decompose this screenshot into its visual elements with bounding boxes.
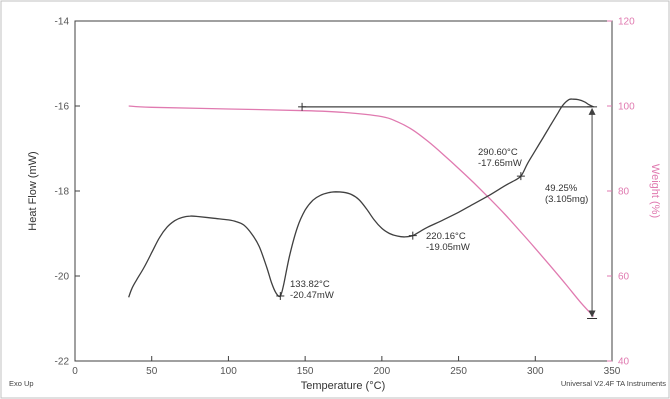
step-end-marks	[587, 106, 598, 319]
peak3-temp-label: 290.60°C	[478, 147, 518, 158]
plot-frame	[74, 20, 613, 362]
y-tick-label: -14	[55, 17, 70, 28]
peak2-temp-label: 220.16°C	[426, 231, 466, 242]
weight-loss-mass-label: (3.105mg)	[545, 194, 588, 205]
peak-markers	[276, 102, 598, 319]
peak2-flow-label: -19.05mW	[426, 242, 470, 253]
x-tick-label: 100	[220, 366, 237, 377]
x-tick-label: 300	[527, 366, 544, 377]
weight-series-line	[128, 105, 595, 317]
x-tick-label: 200	[374, 366, 391, 377]
y2-tick-label: 80	[618, 187, 630, 198]
instrument-label: Universal V2.4F TA Instruments	[561, 379, 666, 388]
x-tick-label: 150	[297, 366, 314, 377]
arrow-down-icon	[588, 310, 596, 318]
y-tick-label: -22	[55, 357, 70, 368]
peak1-temp-label: 133.82°C	[290, 279, 330, 290]
y-tick-label: -18	[55, 187, 70, 198]
y2-tick-label: 100	[618, 102, 635, 113]
x-tick-label: 350	[604, 366, 621, 377]
y-tick-label: -20	[55, 272, 70, 283]
x-tick-label: 0	[72, 366, 78, 377]
x-axis-title: Temperature (°C)	[301, 380, 385, 392]
heat-flow-series-line	[128, 98, 594, 298]
x-axis-ticks: 0 50 100 150 200 250 300 350	[72, 356, 621, 377]
y-tick-label: -16	[55, 102, 70, 113]
peak3-flow-label: -17.65mW	[478, 158, 522, 169]
y-axis-title: Heat Flow (mW)	[27, 151, 39, 230]
peak1-flow-label: -20.47mW	[290, 290, 334, 301]
step-start-marker	[298, 102, 307, 111]
weight-loss-percent-label: 49.25%	[545, 183, 578, 194]
y2-tick-label: 60	[618, 272, 630, 283]
exo-up-label: Exo Up	[9, 379, 34, 388]
x-tick-label: 250	[450, 366, 467, 377]
arrow-up-icon	[588, 107, 596, 115]
x-tick-label: 50	[146, 366, 158, 377]
peak1-marker	[276, 291, 285, 300]
y2-axis-title: Weight (%)	[649, 164, 661, 218]
peak2-marker	[408, 231, 417, 240]
y2-axis-ticks: 40 60 80 100 120	[607, 17, 635, 368]
y2-tick-label: 120	[618, 17, 635, 28]
y2-tick-label: 40	[618, 357, 630, 368]
y-axis-ticks: -22 -20 -18 -16 -14	[55, 17, 80, 368]
peak3-marker	[516, 172, 525, 181]
